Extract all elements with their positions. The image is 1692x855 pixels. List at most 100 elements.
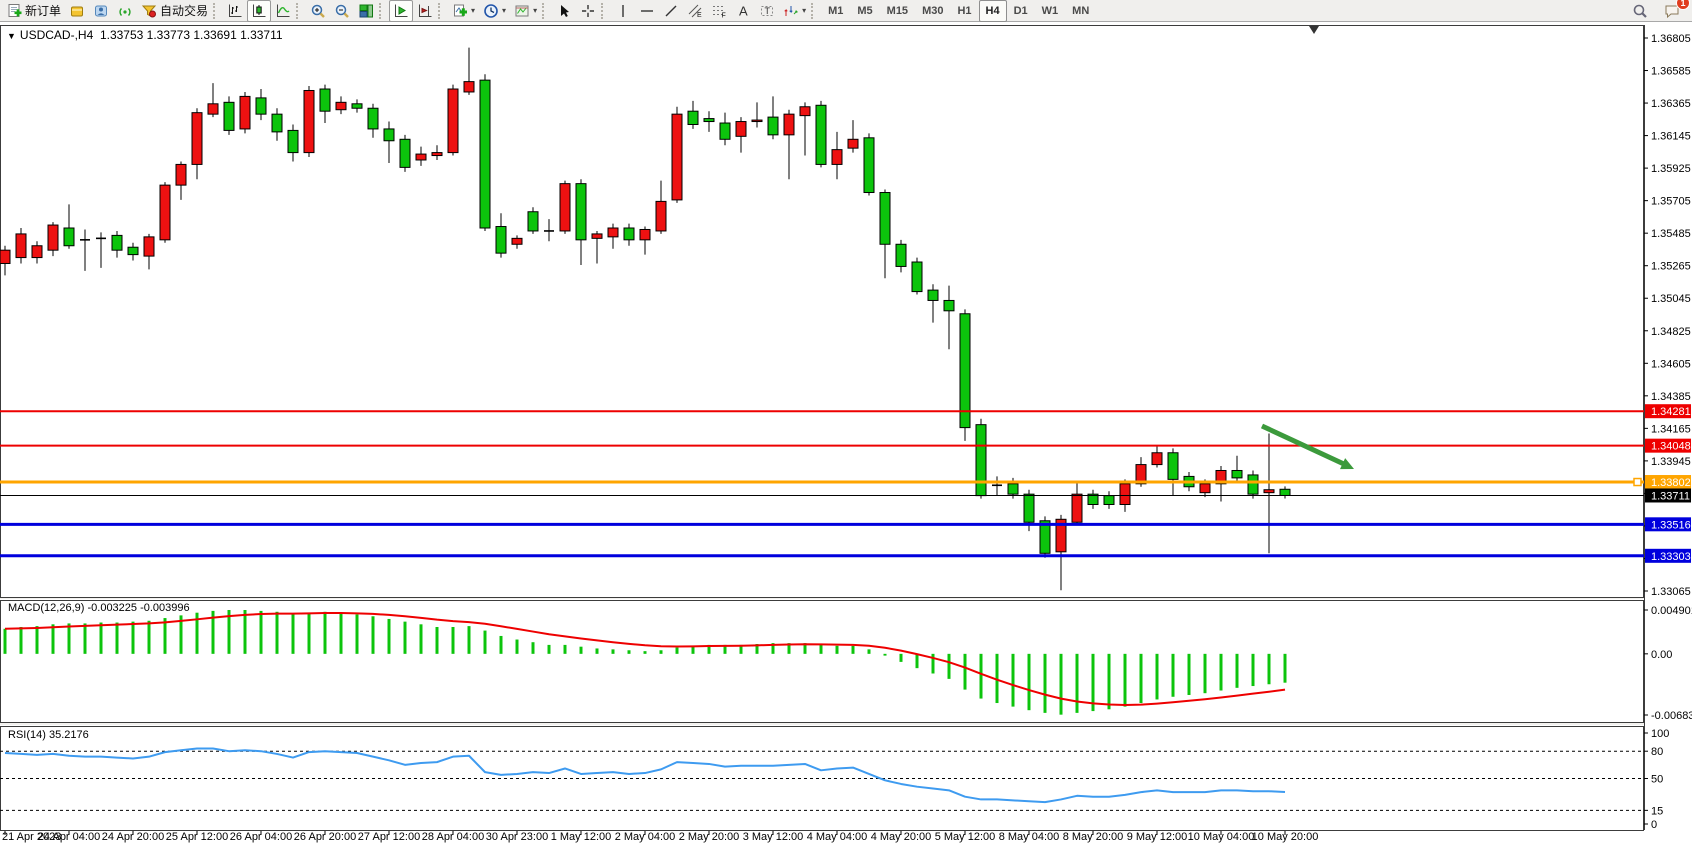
timeframe-m5[interactable]: M5 <box>857 4 873 17</box>
candle-body <box>335 101 347 111</box>
text-button[interactable]: A <box>731 0 755 22</box>
price-label-text: 1.33303 <box>1651 551 1691 563</box>
price-label-bg <box>1645 438 1691 453</box>
horizontal-line-button[interactable] <box>635 0 659 22</box>
arrows-button[interactable]: ▾ <box>779 0 810 22</box>
candle-body <box>559 183 571 232</box>
timeframe-h1[interactable]: H1 <box>957 4 972 17</box>
candle-body <box>159 184 171 241</box>
chevron-down-icon[interactable]: ▾ <box>502 5 507 15</box>
timeframe-d1[interactable]: D1 <box>1013 4 1028 17</box>
bar-chart-button[interactable] <box>223 0 247 22</box>
date-label: 1 May 12:00 <box>551 831 612 843</box>
periods-button[interactable]: ▾ <box>479 0 510 22</box>
toolbar-separator <box>601 2 610 19</box>
trendline-button[interactable] <box>659 0 683 22</box>
chevron-down-icon[interactable]: ▾ <box>533 5 538 15</box>
zoom-out-button[interactable] <box>330 0 354 22</box>
tile-windows-button[interactable] <box>354 0 378 22</box>
candle-body <box>271 113 283 133</box>
chart-shift-marker-icon[interactable] <box>1309 26 1319 34</box>
chart-canvas[interactable]: 1.36805 1.36585 1.36365 1.36145 1.35925 1.357… <box>0 22 1692 855</box>
autotrading-button[interactable]: 自动交易 <box>137 0 212 22</box>
price-tick-label: 1.34605 <box>1651 358 1691 370</box>
toolbar-group: E F A T ▾ <box>611 0 810 22</box>
rsi-tick-label: 50 <box>1651 774 1663 786</box>
chart-shift-icon <box>419 4 432 17</box>
macd-pane[interactable] <box>0 600 1644 723</box>
price-tick-label: 1.35925 <box>1651 163 1691 175</box>
candle-body <box>1087 493 1099 506</box>
candle-body <box>815 104 827 165</box>
crosshair-button[interactable] <box>576 0 600 22</box>
deposit-icon <box>71 6 84 16</box>
candle-body <box>591 233 603 239</box>
deposit-button[interactable] <box>65 0 89 22</box>
chart-quote-line: ▼ USDCAD-,H4 1.33753 1.33773 1.33691 1.33… <box>7 28 283 42</box>
search-button[interactable] <box>1628 0 1652 22</box>
candle-body <box>879 192 891 245</box>
candle-body <box>575 183 587 241</box>
auto-scroll-button[interactable] <box>389 0 414 22</box>
community-button[interactable] <box>89 0 113 22</box>
candle-body <box>623 227 635 241</box>
rsi-axis[interactable]: 100 80 50 15 0 <box>1644 728 1669 831</box>
line-chart-button[interactable] <box>271 0 295 22</box>
candle-body <box>287 129 299 154</box>
date-label: 10 May 04:00 <box>1188 831 1255 843</box>
price-line-label: 1.33802 <box>1645 475 1691 490</box>
signals-button[interactable] <box>113 0 137 22</box>
timeframe-m30[interactable]: M30 <box>922 4 944 17</box>
text-label-button[interactable]: T <box>755 0 779 22</box>
date-label: 24 Apr 04:00 <box>38 831 100 843</box>
toolbar-group <box>223 0 295 22</box>
timeframe-h4[interactable]: H4 <box>978 0 1007 22</box>
chart-shift-button[interactable] <box>413 0 437 22</box>
one-click-expand-icon[interactable]: ▼ <box>7 31 16 41</box>
zoom-in-button[interactable] <box>306 0 330 22</box>
date-label: 26 Apr 20:00 <box>294 831 356 843</box>
arrows-icon <box>784 5 798 16</box>
candle-chart-button[interactable] <box>247 0 272 22</box>
trend-arrow-object[interactable] <box>1260 423 1348 468</box>
candle-body <box>1119 483 1131 506</box>
new-order-button[interactable]: 新订单 <box>2 0 65 22</box>
timeframe-mn[interactable]: MN <box>1072 4 1090 17</box>
price-tick-label: 1.33065 <box>1651 586 1691 598</box>
price-tick-label: 1.36145 <box>1651 131 1691 143</box>
date-label: 27 Apr 12:00 <box>358 831 420 843</box>
candle-body <box>511 237 523 245</box>
text-icon: A <box>739 3 748 18</box>
cursor-button[interactable] <box>552 0 576 22</box>
macd-axis[interactable]: 0.004901 0.00 -0.006838 <box>1644 605 1692 722</box>
chevron-down-icon[interactable]: ▾ <box>802 5 807 15</box>
notification-badge: 1 <box>1676 0 1690 10</box>
vertical-line-button[interactable] <box>611 0 635 22</box>
chevron-down-icon[interactable]: ▾ <box>471 5 476 15</box>
auto-scroll-icon <box>395 4 408 17</box>
indicators-button[interactable]: ▾ <box>448 0 479 22</box>
zoom-out-icon <box>335 4 349 18</box>
toolbar-group: ▾ ▾ ▾ <box>448 0 541 22</box>
timeframe-m15[interactable]: M15 <box>886 4 909 17</box>
rsi-indicator-label: RSI(14) 35.2176 <box>8 729 89 741</box>
equidistant-channel-button[interactable]: E <box>683 0 707 22</box>
notifications-button[interactable]: 1 <box>1660 0 1690 22</box>
price-axis[interactable]: 1.36805 1.36585 1.36365 1.36145 1.35925 1.357… <box>1644 33 1691 598</box>
price-tick-label: 1.36585 <box>1651 66 1691 78</box>
text-label-icon: T <box>761 5 774 16</box>
autotrading-icon <box>141 5 157 17</box>
candle-body <box>63 227 75 247</box>
svg-text:E: E <box>697 12 702 19</box>
fibonacci-button[interactable]: F <box>707 0 731 22</box>
pane-divider[interactable] <box>0 723 1644 725</box>
pane-divider[interactable] <box>0 598 1644 599</box>
candle-body <box>143 236 155 257</box>
line-handle[interactable] <box>1633 477 1642 487</box>
price-tick-label: 1.35045 <box>1651 293 1691 305</box>
timeframe-w1[interactable]: W1 <box>1041 4 1059 17</box>
price-tick-label: 1.34825 <box>1651 326 1691 338</box>
timeframe-m1[interactable]: M1 <box>828 4 844 17</box>
templates-button[interactable]: ▾ <box>510 0 541 22</box>
